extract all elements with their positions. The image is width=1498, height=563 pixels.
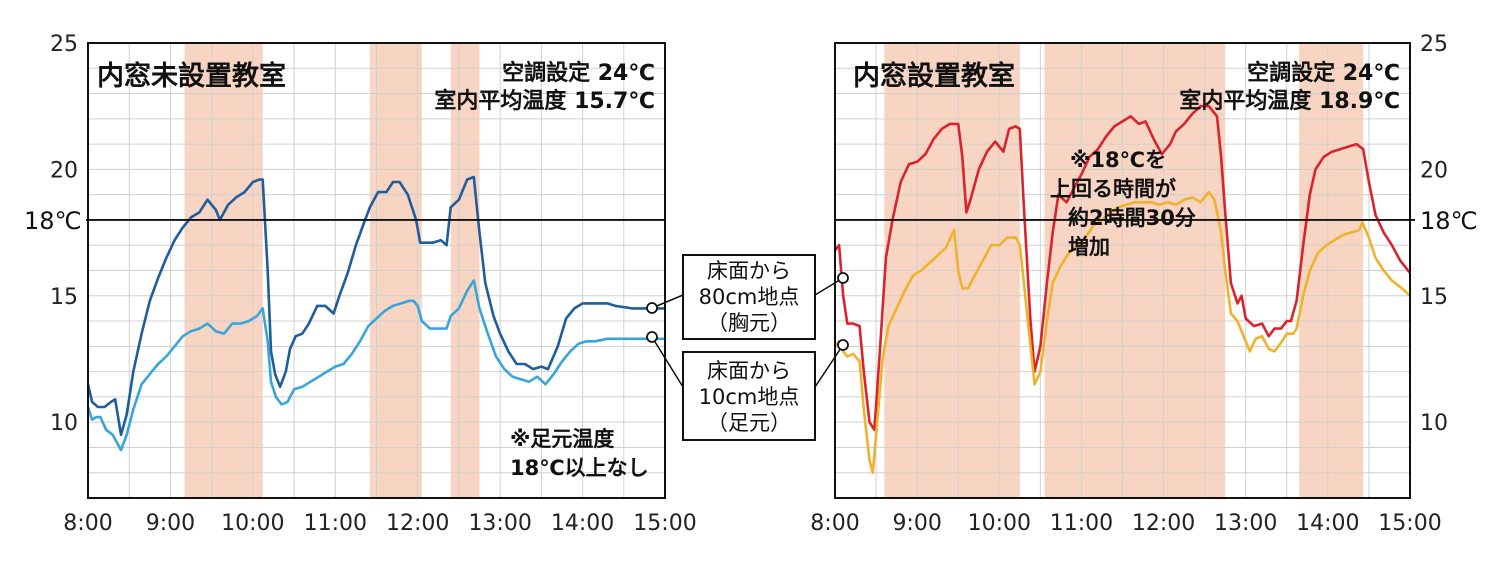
average-temperature-text: 室内平均温度 15.7℃ <box>434 88 655 114</box>
x-tick-label: 12:00 <box>1132 511 1195 536</box>
note-line-1: ※18℃を <box>1070 148 1166 172</box>
chart-title: 内窓未設置教室 <box>97 60 286 92</box>
note-line-2: 上回る時間が <box>1050 177 1176 201</box>
x-tick-label: 10:00 <box>221 511 284 536</box>
x-tick-label: 15:00 <box>1378 511 1441 536</box>
average-temperature-text: 室内平均温度 18.9℃ <box>1179 88 1400 114</box>
marker-right-80cm <box>837 272 849 284</box>
marker-left-10cm <box>646 331 658 343</box>
note-line-4: 増加 <box>1068 235 1110 259</box>
callout-box <box>682 351 816 441</box>
x-tick-label: 12:00 <box>386 511 449 536</box>
y-tick-label: 15 <box>1420 285 1448 310</box>
x-tick-label: 9:00 <box>146 511 195 536</box>
series-line-left_10cm <box>86 279 665 452</box>
y-tick-labels: 25 20 15 10 <box>1420 32 1448 436</box>
grid-lines <box>835 43 1410 498</box>
series-line-left_80cm <box>86 175 665 437</box>
grid-lines <box>88 43 665 498</box>
callout-box <box>682 254 816 340</box>
chart-title: 内窓設置教室 <box>853 60 1015 92</box>
x-tick-label: 8:00 <box>810 511 859 536</box>
chart-right: 25 20 15 10 8:00 9:00 10:00 11:00 12:00 13:00 14:… <box>810 32 1477 536</box>
reference-line-label: 18℃ <box>24 207 82 235</box>
x-tick-label: 15:00 <box>633 511 696 536</box>
callout-line-2: 80cm地点 <box>699 285 800 309</box>
plot-frame <box>834 42 1411 499</box>
ac-setting-text: 空調設定 24℃ <box>1247 60 1400 86</box>
y-tick-label: 10 <box>50 411 78 436</box>
callout-line-3: （胸元） <box>707 311 791 335</box>
marker-left-80cm <box>646 302 658 314</box>
callout-line-3: （足元） <box>707 411 791 435</box>
x-tick-label: 8:00 <box>63 511 112 536</box>
x-tick-label: 13:00 <box>468 511 531 536</box>
y-tick-label: 20 <box>1420 158 1448 183</box>
x-tick-label: 14:00 <box>551 511 614 536</box>
x-tick-label: 11:00 <box>304 511 367 536</box>
callout-line-1: 床面から <box>707 359 791 383</box>
series-line-right_80cm <box>833 104 1412 432</box>
series-lines <box>833 104 1412 474</box>
x-tick-label: 14:00 <box>1296 511 1359 536</box>
series-line-right_10cm <box>833 190 1411 474</box>
x-tick-label: 10:00 <box>968 511 1031 536</box>
callout-foot: 床面から 10cm地点 （足元） <box>646 331 849 441</box>
x-tick-label: 9:00 <box>892 511 941 536</box>
callout-chest: 床面から 80cm地点 （胸元） <box>646 254 849 340</box>
plot-frame <box>87 42 666 499</box>
chart-left: 25 20 15 10 8:00 9:00 10:00 11:00 12:00 13:00 14:… <box>24 32 697 536</box>
reference-line-label: 18℃ <box>1420 207 1478 235</box>
y-tick-label: 25 <box>1420 32 1448 57</box>
note-line-2: 18℃以上なし <box>510 456 649 480</box>
note-line-3: 約2時間30分 <box>1068 206 1196 230</box>
callout-line-2: 10cm地点 <box>699 385 800 409</box>
callout-line-1: 床面から <box>707 259 791 283</box>
y-tick-label: 10 <box>1420 411 1448 436</box>
x-tick-labels: 8:00 9:00 10:00 11:00 12:00 13:00 14:00 15:00 <box>810 511 1441 536</box>
y-tick-label: 15 <box>50 285 78 310</box>
note-line-1: ※足元温度 <box>510 427 614 451</box>
y-tick-label: 25 <box>50 32 78 57</box>
x-tick-labels: 8:00 9:00 10:00 11:00 12:00 13:00 14:00 15:00 <box>63 511 696 536</box>
marker-right-10cm <box>837 339 849 351</box>
y-tick-label: 20 <box>50 158 78 183</box>
ac-setting-text: 空調設定 24℃ <box>502 60 655 86</box>
y-tick-labels: 25 20 15 10 <box>50 32 78 436</box>
x-tick-label: 11:00 <box>1050 511 1113 536</box>
series-lines <box>86 175 665 452</box>
x-tick-label: 13:00 <box>1214 511 1277 536</box>
